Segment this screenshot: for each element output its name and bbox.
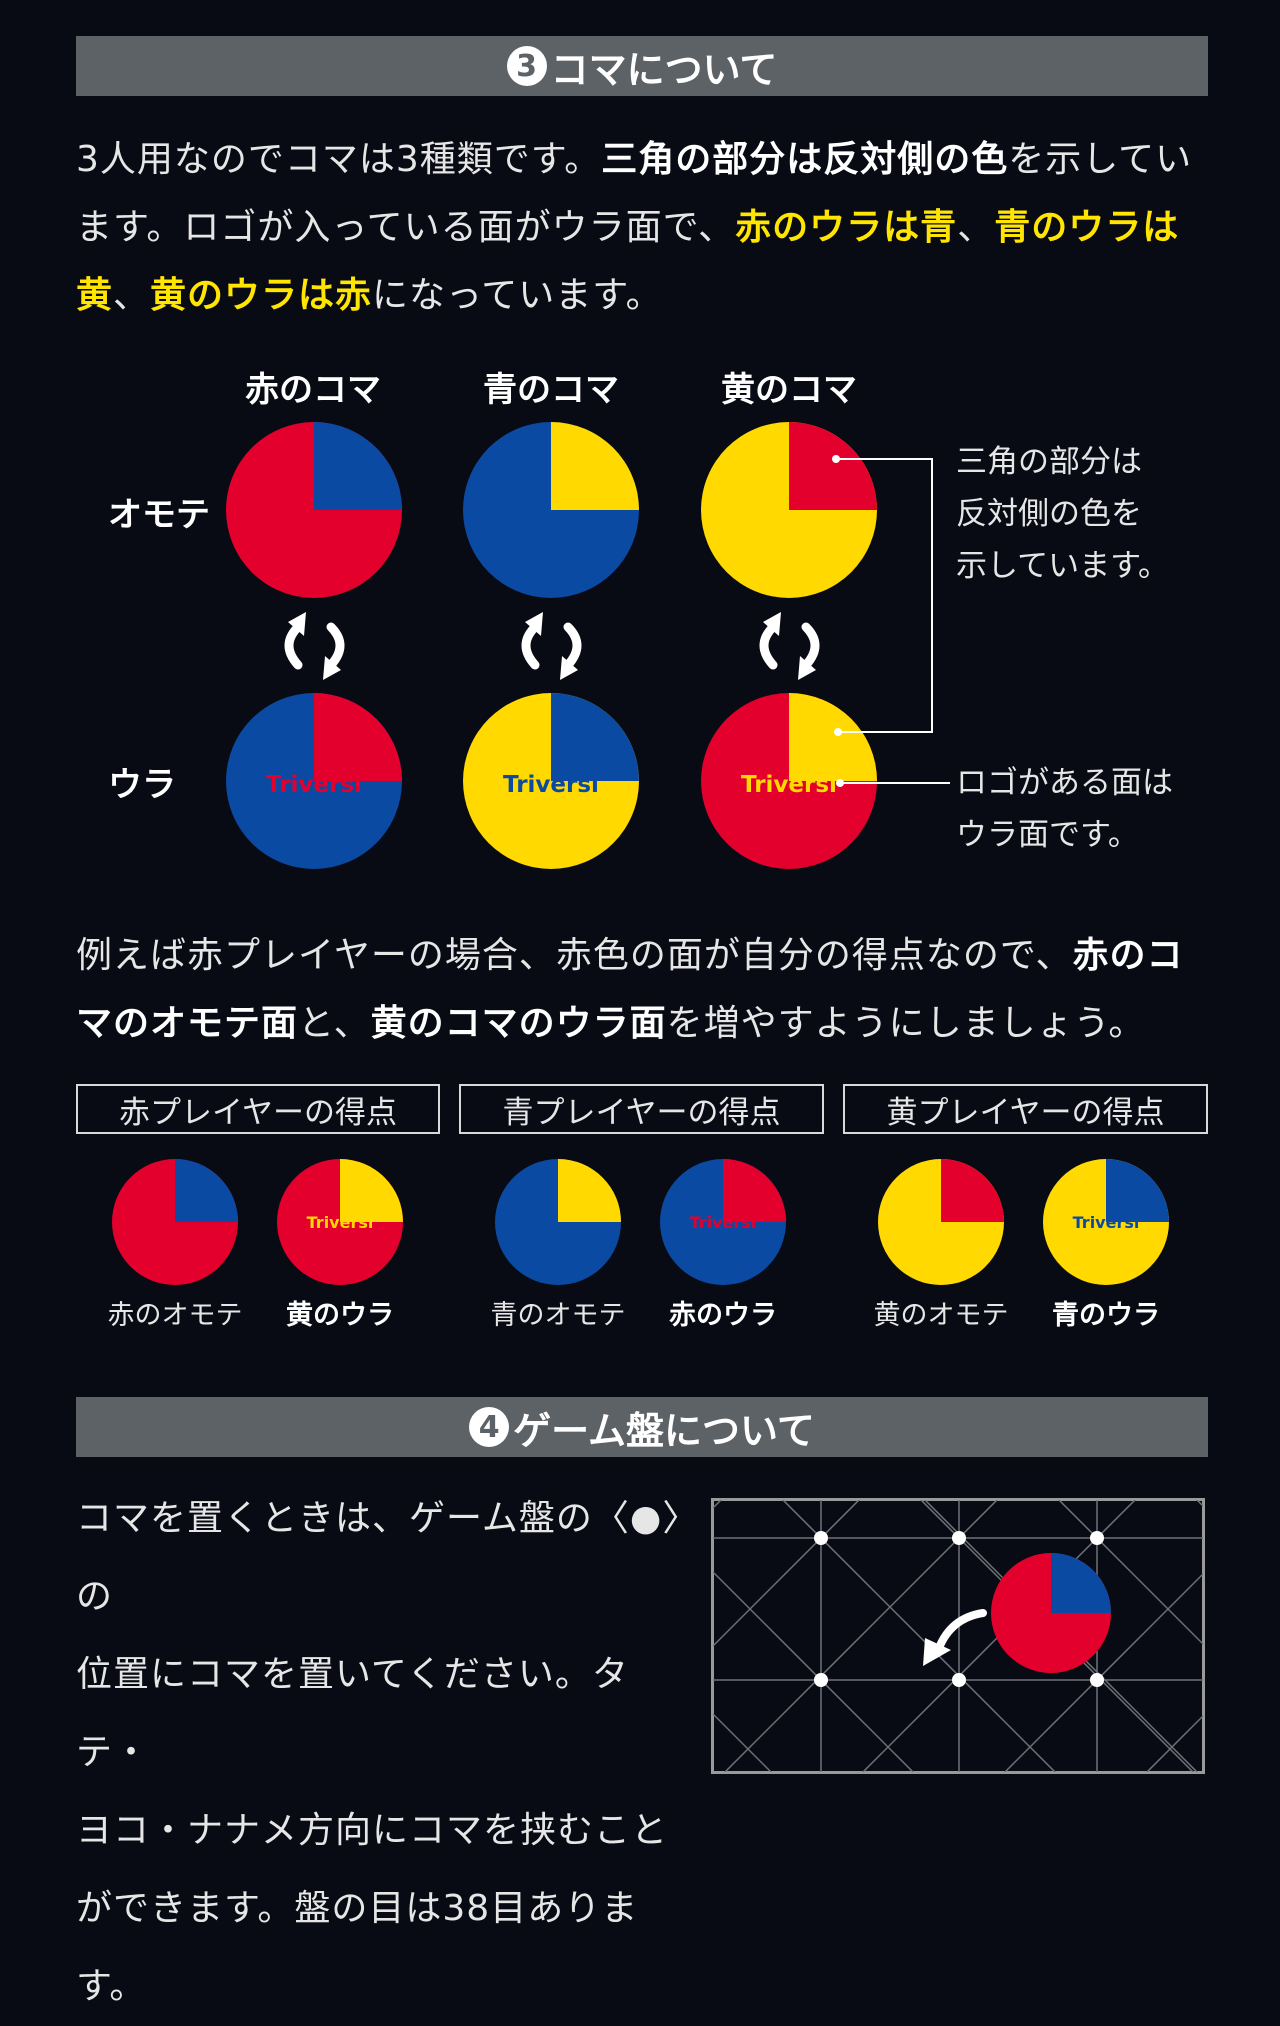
logo-text: Triversi [266,772,362,798]
yellow-piece-front [701,422,877,598]
logo-text: Triversi [741,772,837,798]
text-run: と、 [298,1003,371,1044]
caption-blue-front: 青のオモテ [490,1300,626,1331]
caption-red-front: 赤のオモテ [107,1300,243,1331]
red-front-piece [112,1159,238,1285]
yellow-player-score-box: 黄プレイヤーの得点 [843,1084,1208,1134]
blue-piece-front [463,422,639,598]
blue-player-score-box: 青プレイヤーの得点 [459,1084,824,1134]
red-piece-front [226,422,402,598]
text-run: 赤のウラは青 [735,207,958,248]
yellow-back-piece: Triversi [277,1159,403,1285]
section-4-header: 4 ゲーム盤について [76,1397,1208,1457]
piece-diagram: Triversi Triversi Triversi [226,422,950,869]
section-number-badge: 4 [469,1407,510,1447]
row-label-front: オモテ [108,495,210,535]
red-piece-back: Triversi [226,693,402,869]
triangle-note: 三角の部分は 反対側の色を 示しています。 [956,444,1169,584]
logo-text: Triversi [307,1213,374,1232]
text-run: 赤のコマのオモテ面 [76,935,1184,1044]
game-board-illustration [711,1498,1205,1774]
flip-arrows-icon [759,612,820,680]
logo-text: Triversi [503,772,599,798]
example-paragraph: 例えば赤プレイヤーの場合、赤色の面が自分の得点なので、赤のコマのオモテ面と、黄の… [76,922,1216,1058]
board-red-piece [991,1553,1111,1673]
red-player-score-box: 赤プレイヤーの得点 [76,1084,440,1134]
score-pieces: Triversi Triversi Triversi [112,1159,1169,1285]
blue-back-piece: Triversi [1043,1159,1169,1285]
flip-arrows-icon [521,612,582,680]
text-run: を増やすようにしましょう。 [666,1003,1146,1044]
column-label-blue: 青のコマ [483,370,619,410]
blue-piece-back: Triversi [463,693,639,869]
row-label-back: ウラ [108,765,176,805]
caption-blue-back: 青のウラ [1052,1300,1160,1331]
column-label-red: 赤のコマ [245,370,381,410]
caption-yellow-back: 黄のウラ [286,1300,394,1331]
text-run: 青のウラは黄 [76,207,1180,316]
callout-lines [836,458,950,784]
logo-note: ロゴがある面は ウラ面です。 [956,765,1173,853]
text-run: 例えば赤プレイヤーの場合、赤色の面が自分の得点なので、 [76,935,1073,976]
column-label-yellow: 黄のコマ [721,370,857,410]
text-run: になっています。 [372,275,663,316]
intro-paragraph: 3人用なのでコマは3種類です。三角の部分は反対側の色を示しています。ロゴが入って… [76,126,1216,330]
section-3-header: 3 コマについて [76,36,1208,96]
yellow-front-piece [878,1159,1004,1285]
text-run: 黄のコマのウラ面 [370,1003,667,1044]
board-description: コマを置くときは、ゲーム盤の〈●〉の 位置にコマを置いてください。タテ・ ヨコ・… [76,1498,682,2007]
text-run: 、 [113,275,151,316]
section-number-badge: 3 [506,46,547,86]
section-title: コマについて [550,47,778,92]
yellow-piece-back: Triversi [701,693,877,869]
red-back-piece: Triversi [660,1159,786,1285]
caption-yellow-front: 黄のオモテ [873,1300,1009,1331]
text-run: 三角の部分は反対側の色 [601,139,1009,180]
text-run: 3人用なのでコマは3種類です。 [76,139,602,180]
text-run: 黄のウラは赤 [150,275,373,316]
caption-red-back: 赤のウラ [669,1300,777,1331]
placement-arrow-icon [923,1609,987,1666]
logo-text: Triversi [690,1213,757,1232]
flip-arrows-icon [284,612,345,680]
text-run: 、 [957,207,995,248]
section-title: ゲーム盤について [513,1408,815,1453]
logo-text: Triversi [1073,1213,1140,1232]
board-point-markers [814,1531,1104,1687]
text-run: を示しています。ロゴが入っている面がウラ面で、 [76,139,1193,248]
blue-front-piece [495,1159,621,1285]
